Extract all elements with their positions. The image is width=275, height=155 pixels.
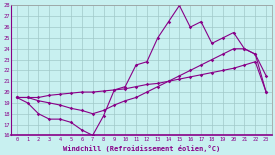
X-axis label: Windchill (Refroidissement éolien,°C): Windchill (Refroidissement éolien,°C): [63, 144, 220, 152]
